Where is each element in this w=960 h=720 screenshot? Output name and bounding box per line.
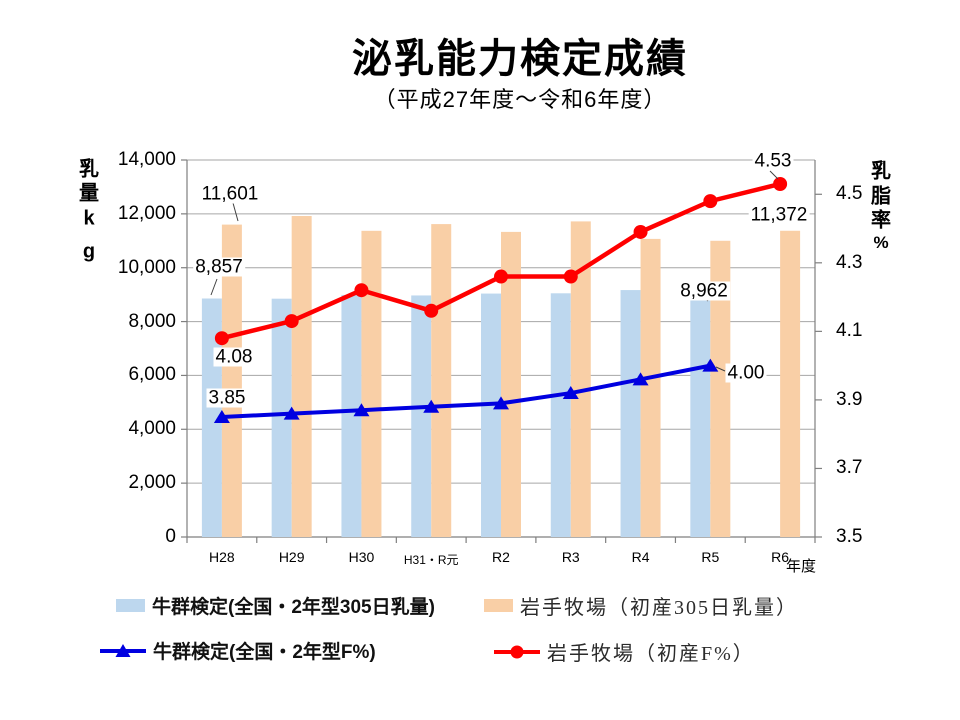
blue-triangle-marker	[493, 396, 509, 410]
legend-item-iwate-milk: 岩手牧場（初産305日乳量）	[484, 591, 798, 620]
national-milk-swatch	[116, 599, 145, 612]
legend-label-national-fat: 牛群検定(全国・2年型F%)	[153, 642, 376, 663]
circle-marker-glyph	[510, 645, 524, 658]
national-milk-bar	[550, 293, 571, 537]
legend-label-national-milk: 牛群検定(全国・2年型305日乳量)	[152, 597, 435, 618]
red-circle-marker	[703, 194, 718, 209]
legend-item-iwate-fat: 岩手牧場（初産F%）	[494, 637, 755, 666]
blue-triangle-marker	[562, 386, 579, 400]
blue-triangle-line-marker	[100, 642, 146, 660]
national-milk-bar	[690, 295, 711, 537]
iwate-milk-bar	[361, 230, 382, 537]
national-fat-line	[221, 363, 711, 420]
triangle-marker-glyph	[115, 643, 131, 657]
blue-triangle-marker	[423, 399, 440, 413]
red-circle-marker	[354, 283, 369, 298]
iwate-milk-bar	[710, 240, 731, 538]
red-circle-marker	[424, 303, 439, 318]
data-label-leader-line	[210, 278, 218, 296]
chart-subtitle: （平成27年度～令和6年度）	[373, 87, 667, 112]
blue-triangle-marker	[283, 406, 300, 420]
red-circle-marker	[284, 314, 299, 329]
data-label-leader-line	[715, 366, 726, 372]
national-milk-bar	[481, 293, 501, 537]
red-circle-marker	[773, 176, 788, 191]
red-circle-line-marker	[494, 643, 540, 661]
iwate-milk-swatch	[484, 599, 513, 612]
blue-triangle-marker	[632, 372, 649, 386]
national-milk-bar	[620, 290, 641, 537]
data-label-leader-line	[769, 170, 779, 180]
national-milk-bar	[411, 295, 432, 537]
blue-triangle-marker	[213, 410, 230, 424]
legend-item-national-milk: 牛群検定(全国・2年型305日乳量)	[116, 592, 435, 619]
blue-triangle-marker	[353, 403, 370, 417]
data-label-leader-line	[232, 202, 239, 222]
national-milk-bar	[341, 294, 362, 537]
iwate-milk-bar	[570, 221, 591, 537]
red-circle-marker	[214, 331, 229, 346]
red-circle-marker	[633, 224, 648, 239]
red-circle-marker	[494, 269, 508, 284]
iwate-milk-bar	[640, 238, 661, 538]
iwate-milk-bar	[501, 231, 521, 537]
legend-item-national-fat: 牛群検定(全国・2年型F%)	[100, 637, 376, 664]
iwate-milk-bar	[291, 216, 312, 538]
legend-label-iwate-milk: 岩手牧場（初産305日乳量）	[520, 597, 798, 619]
red-circle-marker	[563, 269, 578, 284]
iwate-milk-bar	[780, 230, 801, 537]
iwate-milk-bar	[431, 224, 452, 537]
blue-triangle-marker	[702, 358, 719, 372]
legend-label-iwate-fat: 岩手牧場（初産F%）	[547, 643, 755, 665]
chart-title: 泌乳能力検定成績	[352, 37, 688, 81]
iwate-milk-bar	[221, 224, 242, 538]
national-milk-bar	[271, 298, 292, 537]
